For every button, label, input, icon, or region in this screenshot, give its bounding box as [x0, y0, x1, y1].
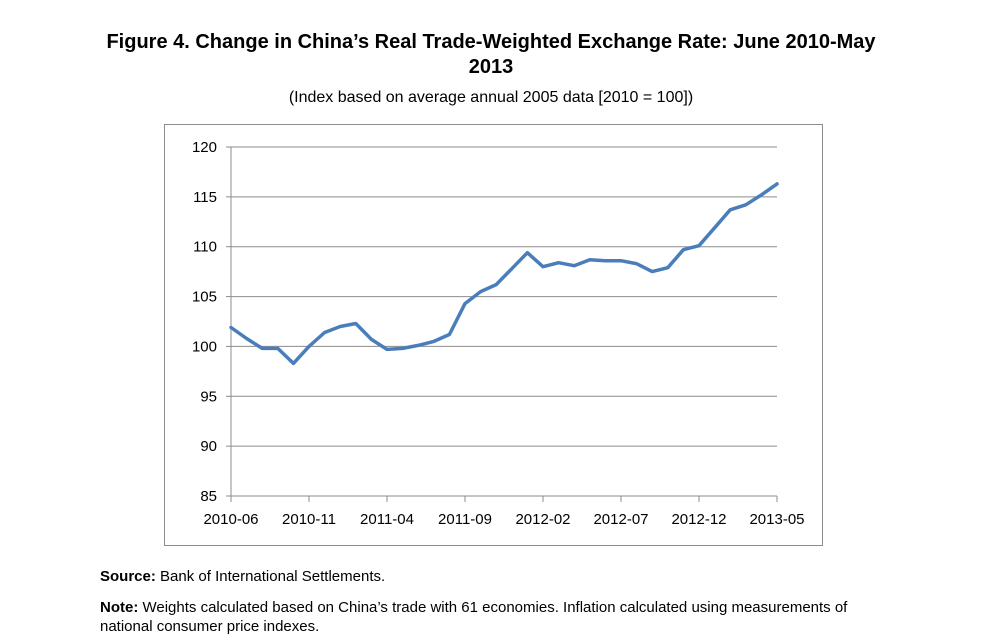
data-point-2012-10: [666, 266, 669, 269]
data-point-2011-01: [339, 325, 342, 328]
chart-title-line1: Figure 4. Change in China’s Real Trade-W…: [106, 31, 876, 53]
data-point-2011-06: [417, 344, 420, 347]
x-tick-label-2013-05: 2013-05: [749, 511, 804, 528]
data-point-2011-08: [448, 333, 451, 336]
data-point-2011-07: [432, 340, 435, 343]
y-tick-label-95: 95: [200, 388, 217, 405]
note-label: Note:: [100, 599, 139, 616]
y-tick-label-100: 100: [192, 338, 217, 355]
chart-subtitle: (Index based on average annual 2005 data…: [288, 89, 694, 106]
data-point-2012-01: [526, 251, 529, 254]
data-point-2012-03: [557, 261, 560, 264]
y-tick-label-90: 90: [200, 438, 217, 455]
source-label: Source:: [100, 568, 156, 585]
data-point-2011-03: [370, 338, 373, 341]
source-text: Bank of International Settlements.: [160, 568, 386, 585]
data-point-2012-11: [682, 248, 685, 251]
data-point-2012-09: [651, 270, 654, 273]
x-tick-label-2012-07: 2012-07: [593, 511, 648, 528]
data-point-2010-07: [245, 337, 248, 340]
data-point-2011-12: [510, 267, 513, 270]
data-point-2013-02: [729, 208, 732, 211]
data-point-2013-05: [776, 182, 779, 185]
x-tick-label-2012-02: 2012-02: [515, 511, 570, 528]
x-tick-label-2011-04: 2011-04: [360, 511, 414, 528]
data-point-2011-10: [479, 290, 482, 293]
x-tick-label-2010-11: 2010-11: [282, 511, 336, 528]
data-point-2011-09: [464, 302, 467, 305]
data-point-2011-11: [495, 283, 498, 286]
y-tick-label-85: 85: [200, 488, 217, 505]
data-point-2011-04: [386, 348, 389, 351]
data-point-2012-02: [542, 265, 545, 268]
data-point-2012-05: [588, 258, 591, 261]
source-note: Source: Bank of International Settlement…: [100, 567, 385, 586]
note-text-line2: national consumer price indexes.: [100, 618, 320, 635]
data-point-2010-10: [292, 362, 295, 365]
y-tick-label-105: 105: [192, 289, 217, 306]
data-point-2010-08: [261, 347, 264, 350]
data-point-2010-09: [276, 347, 279, 350]
data-point-2012-06: [604, 259, 607, 262]
data-point-2012-04: [573, 264, 576, 267]
data-point-2013-04: [760, 193, 763, 196]
data-point-2012-07: [620, 259, 623, 262]
y-tick-label-110: 110: [193, 239, 217, 256]
chart-title: Figure 4. Change in China’s Real Trade-W…: [70, 30, 912, 80]
data-point-2010-11: [308, 345, 311, 348]
series-line: [229, 182, 779, 366]
data-point-2011-05: [401, 347, 404, 350]
x-tick-label-2010-06: 2010-06: [203, 511, 258, 528]
line-chart: 85 90 95 100 105 110 115 120 2010-06 2010-11 2011-…: [192, 139, 805, 528]
chart-frame: 85 90 95 100 105 110 115 120 2010-06 2010-11 2011-…: [164, 124, 823, 546]
data-point-2013-01: [713, 226, 716, 229]
note: Note: Weights calculated based on China’…: [100, 598, 847, 636]
y-tick-label-120: 120: [192, 139, 217, 156]
data-point-2012-12: [698, 244, 701, 247]
x-tick-label-2012-12: 2012-12: [671, 511, 726, 528]
data-point-2013-03: [744, 203, 747, 206]
data-point-2010-06: [230, 326, 233, 329]
data-point-2011-02: [354, 322, 357, 325]
data-point-2012-08: [635, 262, 638, 265]
data-point-2010-12: [323, 331, 326, 334]
chart-title-line2: 2013: [468, 56, 514, 78]
y-tick-label-115: 115: [193, 189, 217, 206]
x-tick-label-2011-09: 2011-09: [438, 511, 492, 528]
note-text-line1: Weights calculated based on China’s trad…: [142, 599, 848, 616]
